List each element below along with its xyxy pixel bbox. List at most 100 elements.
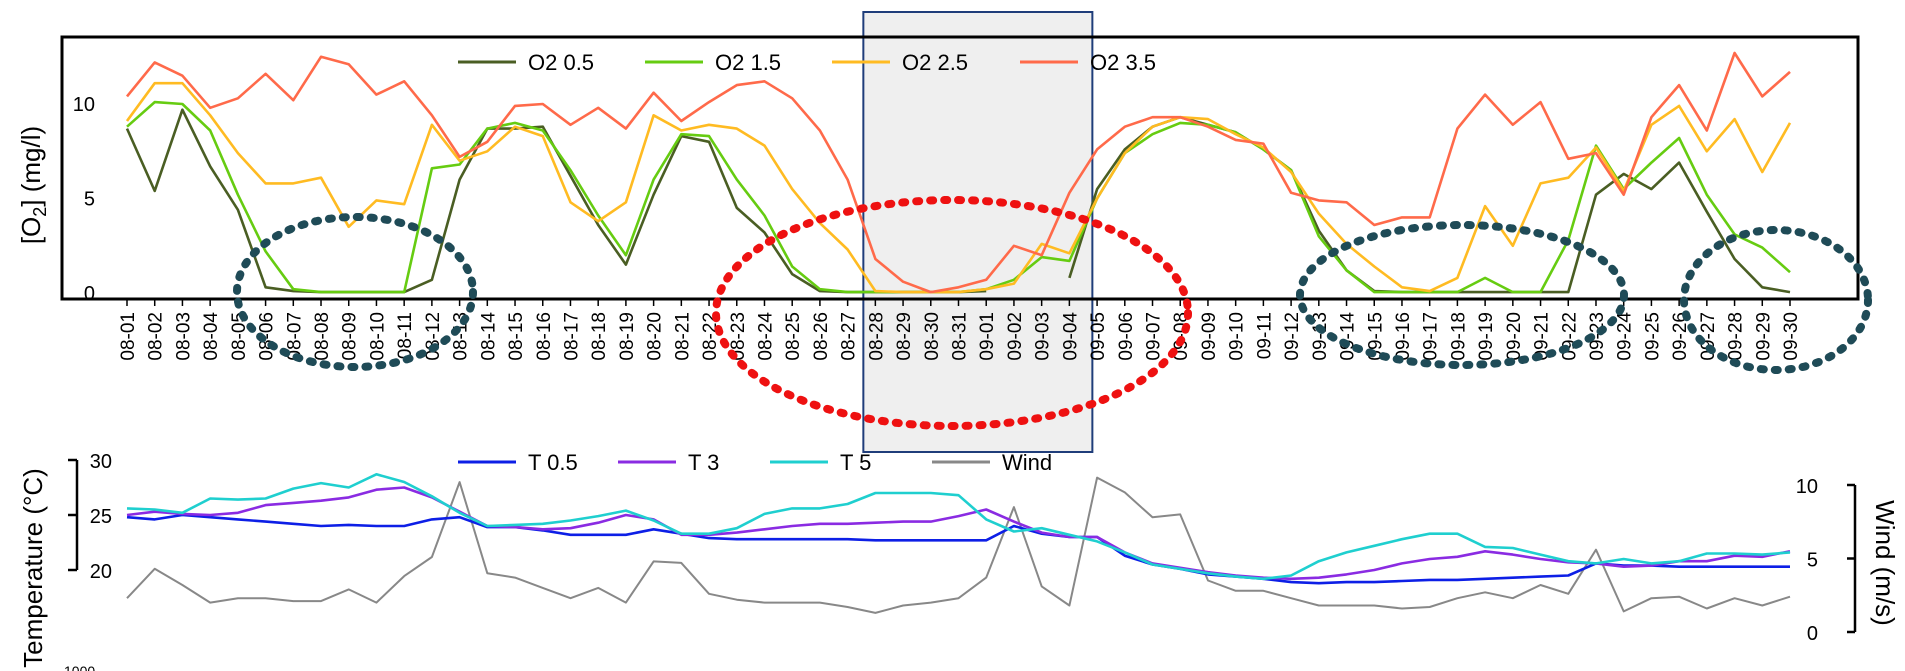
annotation-ellipses <box>233 196 1872 430</box>
date-tick-label: 09-29 <box>1753 312 1774 361</box>
date-tick-label: 09-07 <box>1144 312 1165 361</box>
date-tick-label: 09-21 <box>1532 312 1553 361</box>
partial-bottom-label: 1000 <box>64 663 95 671</box>
temperature-y-axis: 20 25 30 <box>68 451 112 583</box>
oxygen-y-axis-title: [O2] (mg/l) <box>16 126 50 244</box>
date-tick-label: 08-22 <box>700 312 721 361</box>
wind-tick-label: 10 <box>1796 476 1818 498</box>
date-tick-label: 09-28 <box>1726 312 1747 361</box>
date-tick-label: 08-03 <box>173 312 194 361</box>
temperature-wind-lines <box>126 473 1791 614</box>
wind-tick-label: 5 <box>1807 550 1818 572</box>
date-tick-label: 08-30 <box>922 312 943 361</box>
date-tick-label: 09-06 <box>1116 312 1137 361</box>
date-tick-label: 09-16 <box>1393 312 1414 361</box>
temperature-legend-label: T 3 <box>688 450 719 475</box>
date-tick-label: 09-01 <box>977 312 998 361</box>
oxygen-legend-label: O2 3.5 <box>1090 50 1156 75</box>
temperature-tick-label: 25 <box>90 506 112 528</box>
oxygen-y-ticks: 0 5 10 <box>73 94 95 305</box>
date-tick-label: 08-07 <box>284 312 305 361</box>
date-tick-label: 08-15 <box>506 312 527 361</box>
date-tick-label: 09-24 <box>1615 312 1636 361</box>
wind-tick-label: 0 <box>1807 623 1818 645</box>
date-tick-label: 09-03 <box>1033 312 1054 361</box>
date-tick-label: 08-31 <box>950 312 971 361</box>
date-tick-label: 08-28 <box>866 312 887 361</box>
date-tick-label: 09-18 <box>1448 312 1469 361</box>
date-tick-label: 09-20 <box>1504 312 1525 361</box>
date-tick-label: 08-24 <box>755 312 776 361</box>
temperature-tick-label: 30 <box>90 451 112 473</box>
date-tick-label: 09-25 <box>1642 312 1663 361</box>
date-tick-label: 08-19 <box>617 312 638 361</box>
dark-ellipse-2 <box>1296 221 1628 369</box>
date-tick-label: 08-20 <box>645 312 666 361</box>
temperature-series-2-line <box>126 486 1791 581</box>
date-tick-label: 08-13 <box>451 312 472 361</box>
date-tick-label: 09-14 <box>1338 312 1359 361</box>
wind-y-axis-title: Wind (m/s) <box>1870 500 1900 626</box>
date-tick-label: 09-26 <box>1670 312 1691 361</box>
date-tick-label: 08-08 <box>312 312 333 361</box>
oxygen-y-tick-label: 0 <box>84 283 95 305</box>
temperature-legend-label: Wind <box>1002 450 1052 475</box>
oxygen-y-axis-title-rest: ] (mg/l) <box>16 126 46 207</box>
oxygen-legend-label: O2 1.5 <box>715 50 781 75</box>
date-tick-label: 08-29 <box>894 312 915 361</box>
date-tick-label: 09-15 <box>1365 312 1386 361</box>
date-tick-label: 08-27 <box>839 312 860 361</box>
temperature-y-axis-title: Temperature (°C) <box>18 468 48 668</box>
red-ellipse <box>712 196 1192 430</box>
oxygen-series-lines <box>125 51 1792 294</box>
date-tick-label: 09-04 <box>1060 312 1081 361</box>
dark-ellipse-1 <box>233 213 477 371</box>
date-tick-label: 08-11 <box>395 312 416 359</box>
date-tick-label: 09-10 <box>1227 312 1248 361</box>
date-tick-label: 08-18 <box>589 312 610 361</box>
date-tick-label: 08-05 <box>229 312 250 361</box>
temperature-legend-label: T 5 <box>840 450 871 475</box>
date-tick-label: 09-12 <box>1282 312 1303 361</box>
date-tick-label: 09-05 <box>1088 312 1109 361</box>
temperature-legend: T 0.5 T 3 T 5 Wind <box>458 450 1052 475</box>
date-tick-label: 08-02 <box>146 312 167 361</box>
oxygen-plot-frame <box>60 35 1860 301</box>
date-tick-label: 08-21 <box>672 312 693 361</box>
oxygen-y-tick-label: 5 <box>84 189 95 211</box>
oxygen-y-axis-title-sub: 2 <box>30 207 50 217</box>
temperature-legend-label: T 0.5 <box>528 450 578 475</box>
oxygen-y-tick-label: 10 <box>73 94 95 116</box>
oxygen-legend-label: O2 2.5 <box>902 50 968 75</box>
date-tick-label: 09-30 <box>1781 312 1802 361</box>
date-tick-label: 08-01 <box>118 312 139 361</box>
date-tick-label: 09-13 <box>1310 312 1331 361</box>
temperature-series-4-line <box>126 476 1791 614</box>
oxygen-legend-label: O2 0.5 <box>528 50 594 75</box>
date-tick-label: 09-02 <box>1005 312 1026 361</box>
date-tick-label: 08-10 <box>367 312 388 361</box>
date-tick-label: 08-09 <box>340 312 361 361</box>
oxygen-legend: O2 0.5 O2 1.5 O2 2.5 O2 3.5 <box>458 50 1156 75</box>
date-tick-label: 08-14 <box>478 312 499 361</box>
date-tick-label: 09-19 <box>1476 312 1497 361</box>
date-tick-label: 08-04 <box>201 312 222 361</box>
highlight-box <box>862 11 1094 453</box>
date-tick-label: 09-23 <box>1587 312 1608 361</box>
date-tick-labels: 08-01 08-02 08-03 08-04 08-05 08-06 08-07 08-08… <box>118 299 1802 361</box>
temperature-tick-label: 20 <box>90 561 112 583</box>
date-tick-label: 08-26 <box>811 312 832 361</box>
oxygen-series-3-line <box>125 81 1792 294</box>
date-tick-label: 09-09 <box>1199 312 1220 361</box>
dark-ellipse-3 <box>1680 226 1872 374</box>
date-tick-label: 09-11 <box>1254 312 1275 359</box>
temperature-series-1-line <box>126 513 1790 585</box>
wind-y-axis: 0 5 10 <box>1796 476 1857 645</box>
oxygen-series-4-line <box>125 51 1791 294</box>
temperature-series-3-line <box>126 473 1791 581</box>
date-tick-label: 09-17 <box>1421 312 1442 361</box>
date-tick-label: 08-25 <box>783 312 804 361</box>
